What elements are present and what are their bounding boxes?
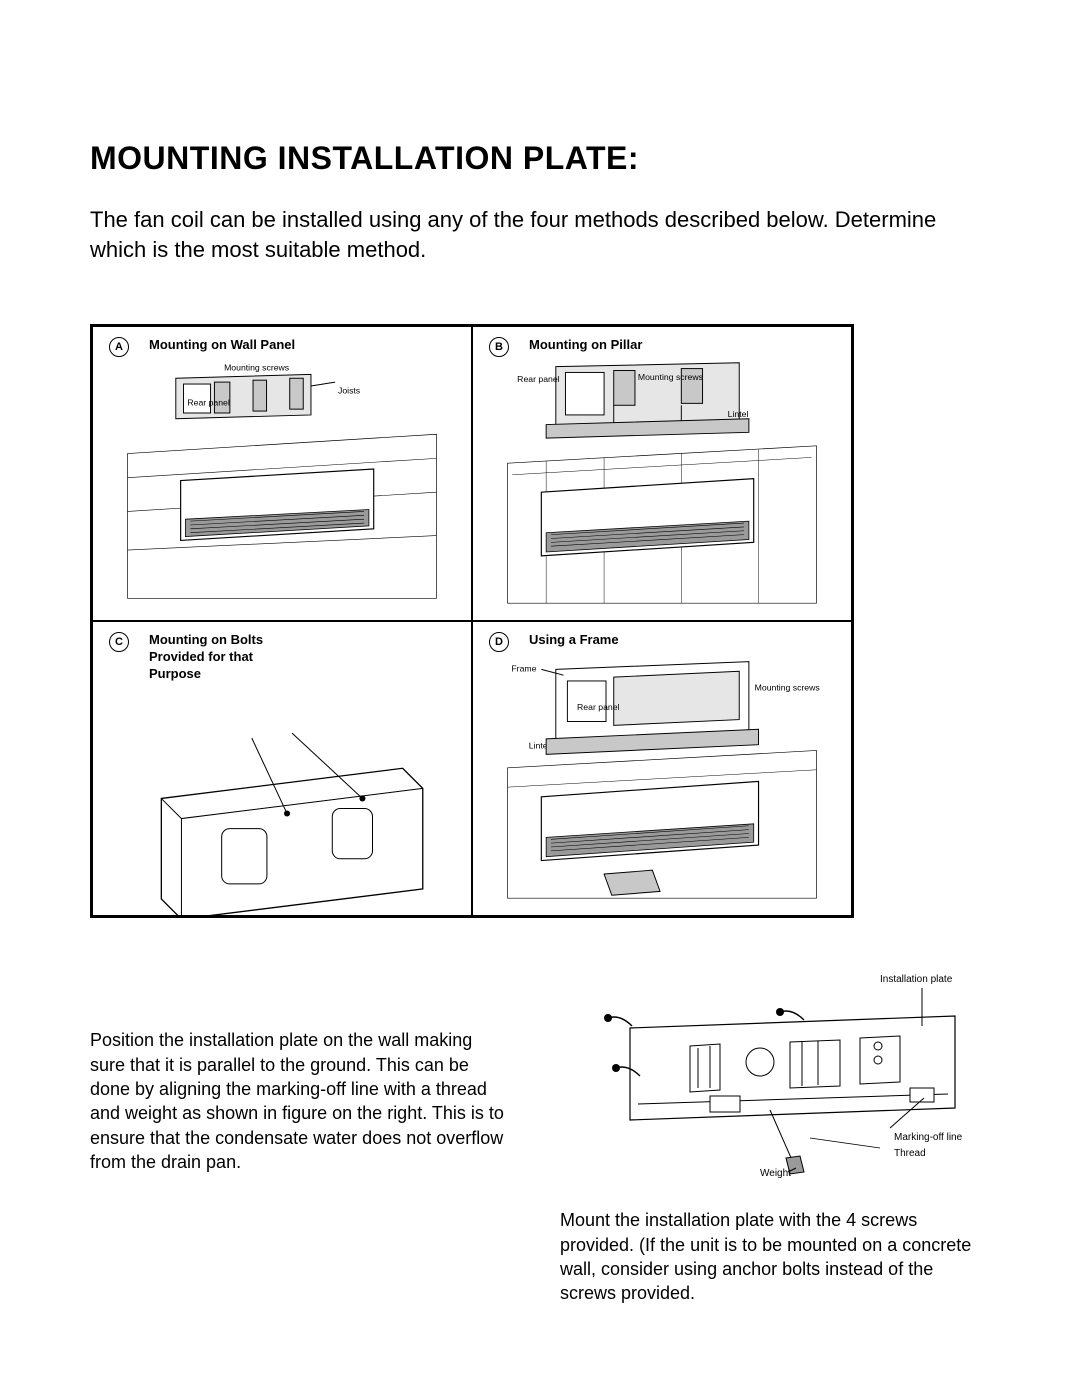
label-installation-plate: Installation plate	[880, 974, 953, 985]
cell-c-header: C Mounting on Bolts Provided for that Pu…	[101, 632, 463, 683]
cell-d-diagram: Frame Mounting screws Rear panel Lintel	[481, 652, 843, 903]
cell-a-letter: A	[109, 337, 129, 357]
cell-c-title-l2: Provided for that	[149, 649, 253, 664]
cell-c-title-l3: Purpose	[149, 666, 201, 681]
cell-b-diagram: Rear panel Mounting screws Pillar Lintel	[481, 357, 843, 608]
left-column: Position the installation plate on the w…	[90, 968, 510, 1174]
label-frame: Frame	[511, 664, 536, 674]
right-paragraph: Mount the installation plate with the 4 …	[560, 1208, 990, 1305]
cell-a-header: A Mounting on Wall Panel	[101, 337, 463, 357]
label-mount-screws-a: Mounting screws	[224, 363, 290, 373]
cell-b-title: Mounting on Pillar	[529, 337, 642, 352]
cell-c-title-l1: Mounting on Bolts	[149, 632, 263, 647]
left-paragraph: Position the installation plate on the w…	[90, 1028, 510, 1174]
cell-b-letter: B	[489, 337, 509, 357]
cell-b: B Mounting on Pillar Rear panel Mounting…	[472, 326, 852, 621]
installation-plate-figure: Installation plate	[560, 968, 990, 1178]
label-rear-panel-d: Rear panel	[577, 702, 619, 712]
label-joists: Joists	[338, 386, 361, 396]
cell-c: C Mounting on Bolts Provided for that Pu…	[92, 621, 472, 916]
label-rear-panel-a: Rear panel	[187, 398, 229, 408]
label-weight: Weight	[760, 1168, 791, 1178]
mounting-methods-grid: A Mounting on Wall Panel Joists Mounting…	[90, 324, 854, 918]
page-title: MOUNTING INSTALLATION PLATE:	[90, 140, 990, 177]
label-thread: Thread	[894, 1148, 926, 1159]
cell-c-letter: C	[109, 632, 129, 652]
cell-a-title: Mounting on Wall Panel	[149, 337, 295, 352]
label-rear-panel-b: Rear panel	[517, 374, 559, 384]
cell-c-diagram	[101, 683, 463, 916]
label-lintel-b: Lintel	[728, 409, 749, 419]
label-marking-line: Marking-off line	[894, 1132, 963, 1143]
label-mount-screws-b: Mounting screws	[638, 373, 704, 383]
cell-a-diagram: Joists Mounting screws Rear panel	[101, 357, 463, 608]
cell-d: D Using a Frame Frame Mounting screws Re…	[472, 621, 852, 916]
cell-a: A Mounting on Wall Panel Joists Mounting…	[92, 326, 472, 621]
intro-paragraph: The fan coil can be installed using any …	[90, 205, 990, 264]
bottom-columns: Position the installation plate on the w…	[90, 968, 990, 1305]
cell-d-letter: D	[489, 632, 509, 652]
cell-d-header: D Using a Frame	[481, 632, 843, 652]
document-page: MOUNTING INSTALLATION PLATE: The fan coi…	[0, 0, 1080, 1366]
cell-b-header: B Mounting on Pillar	[481, 337, 843, 357]
cell-d-title: Using a Frame	[529, 632, 619, 647]
right-column: Installation plate	[560, 968, 990, 1305]
cell-c-title: Mounting on Bolts Provided for that Purp…	[149, 632, 263, 683]
label-mount-screws-d: Mounting screws	[755, 683, 821, 693]
